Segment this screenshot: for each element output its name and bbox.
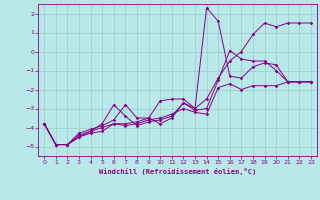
X-axis label: Windchill (Refroidissement éolien,°C): Windchill (Refroidissement éolien,°C) <box>99 168 256 175</box>
